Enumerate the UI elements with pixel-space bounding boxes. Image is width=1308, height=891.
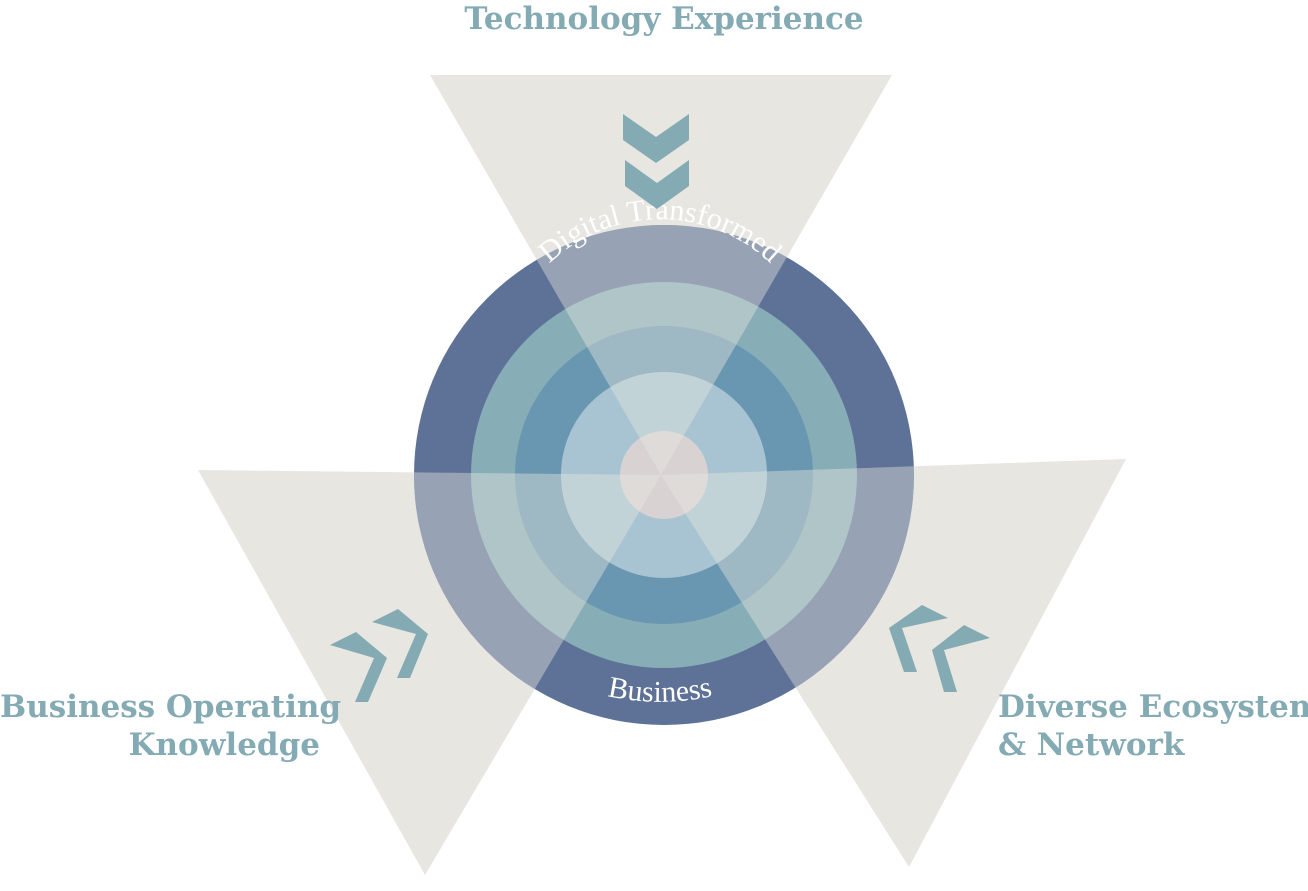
double-chevron-right-icon xyxy=(330,609,428,702)
ring-label-bottom-path: Business xyxy=(606,670,715,708)
label-technology-experience: Technology Experience xyxy=(0,0,1308,38)
double-chevron-left-icon xyxy=(889,605,990,692)
label-diverse-ecosystem-network: Diverse Ecosystem & Network xyxy=(998,688,1308,764)
label-left-line1: Business Operating xyxy=(0,689,342,725)
double-chevron-down-icon xyxy=(623,114,689,209)
concentric-rings xyxy=(414,225,914,725)
label-right-line1: Diverse Ecosystem xyxy=(998,689,1308,725)
ring-label-bottom: Business xyxy=(606,670,715,708)
ring-center xyxy=(620,431,708,519)
label-left-line2: Knowledge xyxy=(128,727,320,763)
label-business-operating-knowledge: Business Operating Knowledge xyxy=(0,688,342,764)
label-right-line2: & Network xyxy=(998,727,1185,763)
label-top-text: Technology Experience xyxy=(464,1,864,37)
